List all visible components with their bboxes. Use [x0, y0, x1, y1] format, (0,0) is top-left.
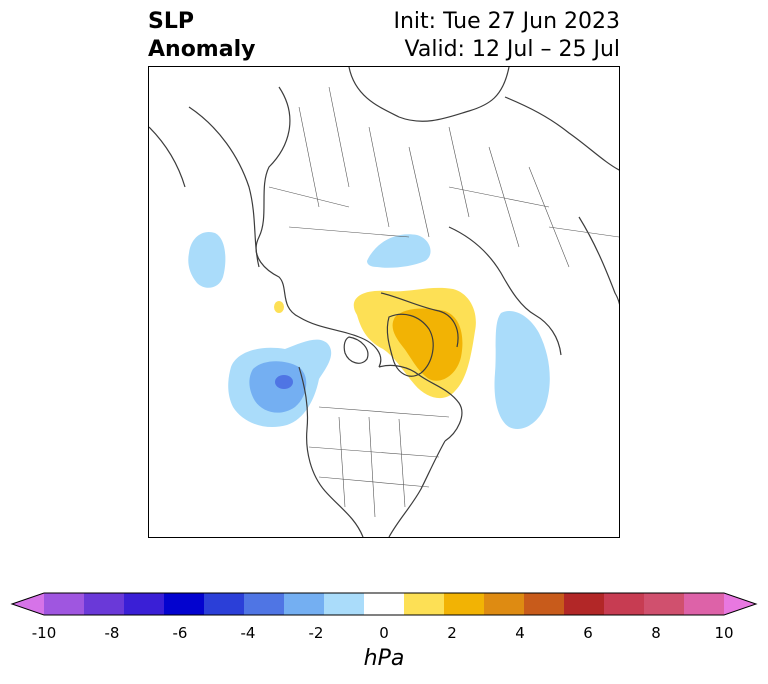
negative-anomaly-pacific-core [275, 375, 293, 389]
colorbar-tick-label: -8 [104, 624, 120, 642]
coastlines [149, 67, 619, 537]
colorbar [10, 592, 758, 616]
colorbar-tick-label: 6 [583, 624, 593, 642]
positive-anomaly-small [274, 301, 284, 313]
colorbar-segment [484, 593, 525, 615]
colorbar-segment [204, 593, 245, 615]
colorbar-outline [10, 592, 758, 616]
country-borders [268, 86, 619, 518]
anomaly-map [149, 67, 619, 537]
map-panel [148, 66, 620, 538]
positive-anomaly-inner [392, 308, 463, 381]
anomaly-fills [149, 231, 550, 429]
colorbar-segment [164, 593, 205, 615]
colorbar-segment [324, 593, 365, 615]
title-line-2: Anomaly [148, 37, 256, 62]
colorbar-tick-label: 0 [379, 624, 389, 642]
colorbar-segment [284, 593, 325, 615]
valid-range: Valid: 12 Jul – 25 Jul [404, 37, 620, 62]
colorbar-segment [84, 593, 125, 615]
colorbar-extend-min [12, 593, 44, 615]
negative-anomaly-siberia [367, 234, 431, 268]
date-info: Init: Tue 27 Jun 2023 Valid: 12 Jul – 25… [394, 8, 621, 64]
colorbar-segment [524, 593, 565, 615]
colorbar-segment [444, 593, 485, 615]
colorbar-segment [564, 593, 605, 615]
colorbar-tick-label: 2 [447, 624, 457, 642]
colorbar-tick-label: -4 [240, 624, 256, 642]
init-date: Init: Tue 27 Jun 2023 [393, 9, 621, 34]
dateline-strip [149, 285, 155, 319]
colorbar-segment [364, 593, 405, 615]
colorbar-tick-label: -10 [31, 624, 57, 642]
title-line-1: SLP [148, 9, 194, 34]
colorbar-segment [244, 593, 285, 615]
map-title: SLP Anomaly [148, 8, 255, 64]
colorbar-segment [404, 593, 445, 615]
colorbar-segment [684, 593, 725, 615]
colorbar-segment [124, 593, 165, 615]
negative-anomaly-north-pacific [188, 231, 226, 288]
negative-anomaly-atlantic [494, 311, 550, 429]
colorbar-units: hPa [363, 646, 405, 671]
colorbar-tick-label: -2 [308, 624, 324, 642]
colorbar-segment [44, 593, 85, 615]
colorbar-tick-label: 4 [515, 624, 525, 642]
colorbar-tick-label: -6 [172, 624, 188, 642]
colorbar-extend-max [724, 593, 756, 615]
colorbar-segment [604, 593, 645, 615]
colorbar-tick-label: 10 [714, 624, 734, 642]
colorbar-segment [644, 593, 685, 615]
colorbar-tick-label: 8 [651, 624, 661, 642]
